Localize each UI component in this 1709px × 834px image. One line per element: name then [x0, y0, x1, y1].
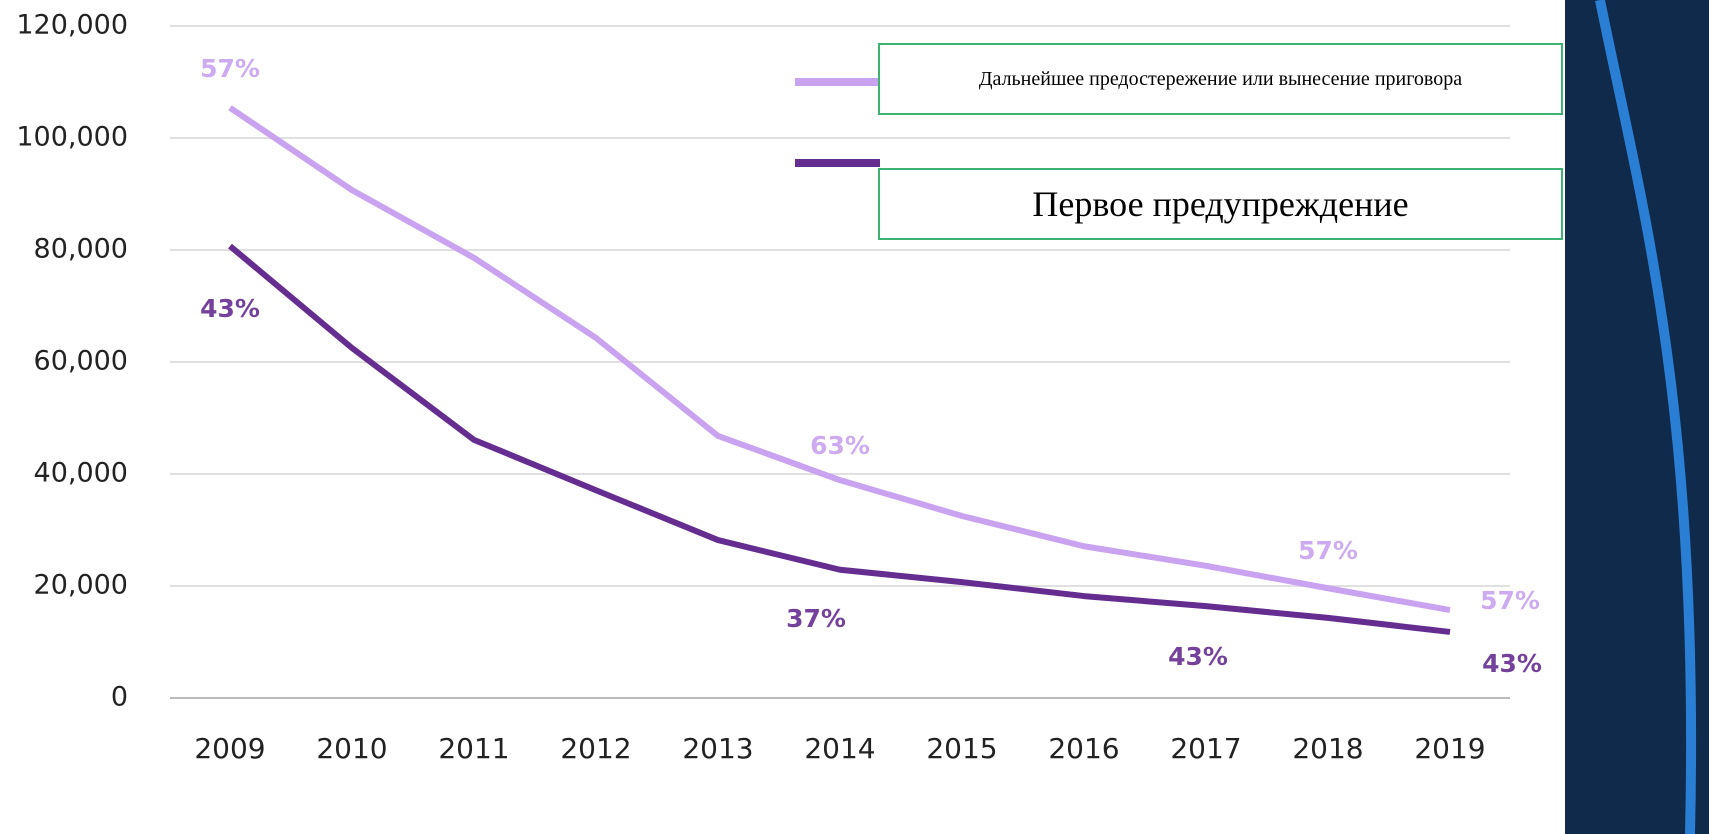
y-tick-label: 80,000: [34, 234, 128, 265]
legend-entry: Первое предупреждение: [878, 168, 1563, 240]
y-tick-label: 120,000: [16, 10, 128, 41]
y-tick-label: 60,000: [34, 346, 128, 377]
x-tick-label: 2018: [1292, 732, 1363, 765]
side-strip: [1565, 0, 1709, 834]
x-tick-label: 2019: [1414, 732, 1485, 765]
data-label: 57%: [200, 54, 260, 83]
data-label: 43%: [200, 294, 260, 323]
series-line: [228, 243, 1451, 635]
y-tick-label: 20,000: [34, 570, 128, 601]
side-curve: [1595, 0, 1697, 834]
data-label: 57%: [1480, 586, 1540, 615]
y-tick-label: 40,000: [34, 458, 128, 489]
data-label: 43%: [1168, 642, 1228, 671]
legend-entry: Дальнейшее предостережение или вынесение…: [878, 43, 1563, 115]
y-tick-label: 100,000: [16, 122, 128, 153]
data-label: 43%: [1482, 649, 1542, 678]
x-tick-label: 2016: [1048, 732, 1119, 765]
x-tick-label: 2011: [438, 732, 509, 765]
data-label: 63%: [810, 431, 870, 460]
x-tick-label: 2017: [1170, 732, 1241, 765]
x-tick-label: 2015: [926, 732, 997, 765]
data-label: 37%: [786, 604, 846, 633]
x-tick-label: 2014: [804, 732, 875, 765]
x-tick-label: 2013: [682, 732, 753, 765]
y-tick-label: 0: [111, 682, 128, 713]
x-tick-label: 2010: [316, 732, 387, 765]
x-tick-label: 2012: [560, 732, 631, 765]
x-tick-label: 2009: [194, 732, 265, 765]
series-line: [228, 105, 1451, 614]
data-label: 57%: [1298, 536, 1358, 565]
